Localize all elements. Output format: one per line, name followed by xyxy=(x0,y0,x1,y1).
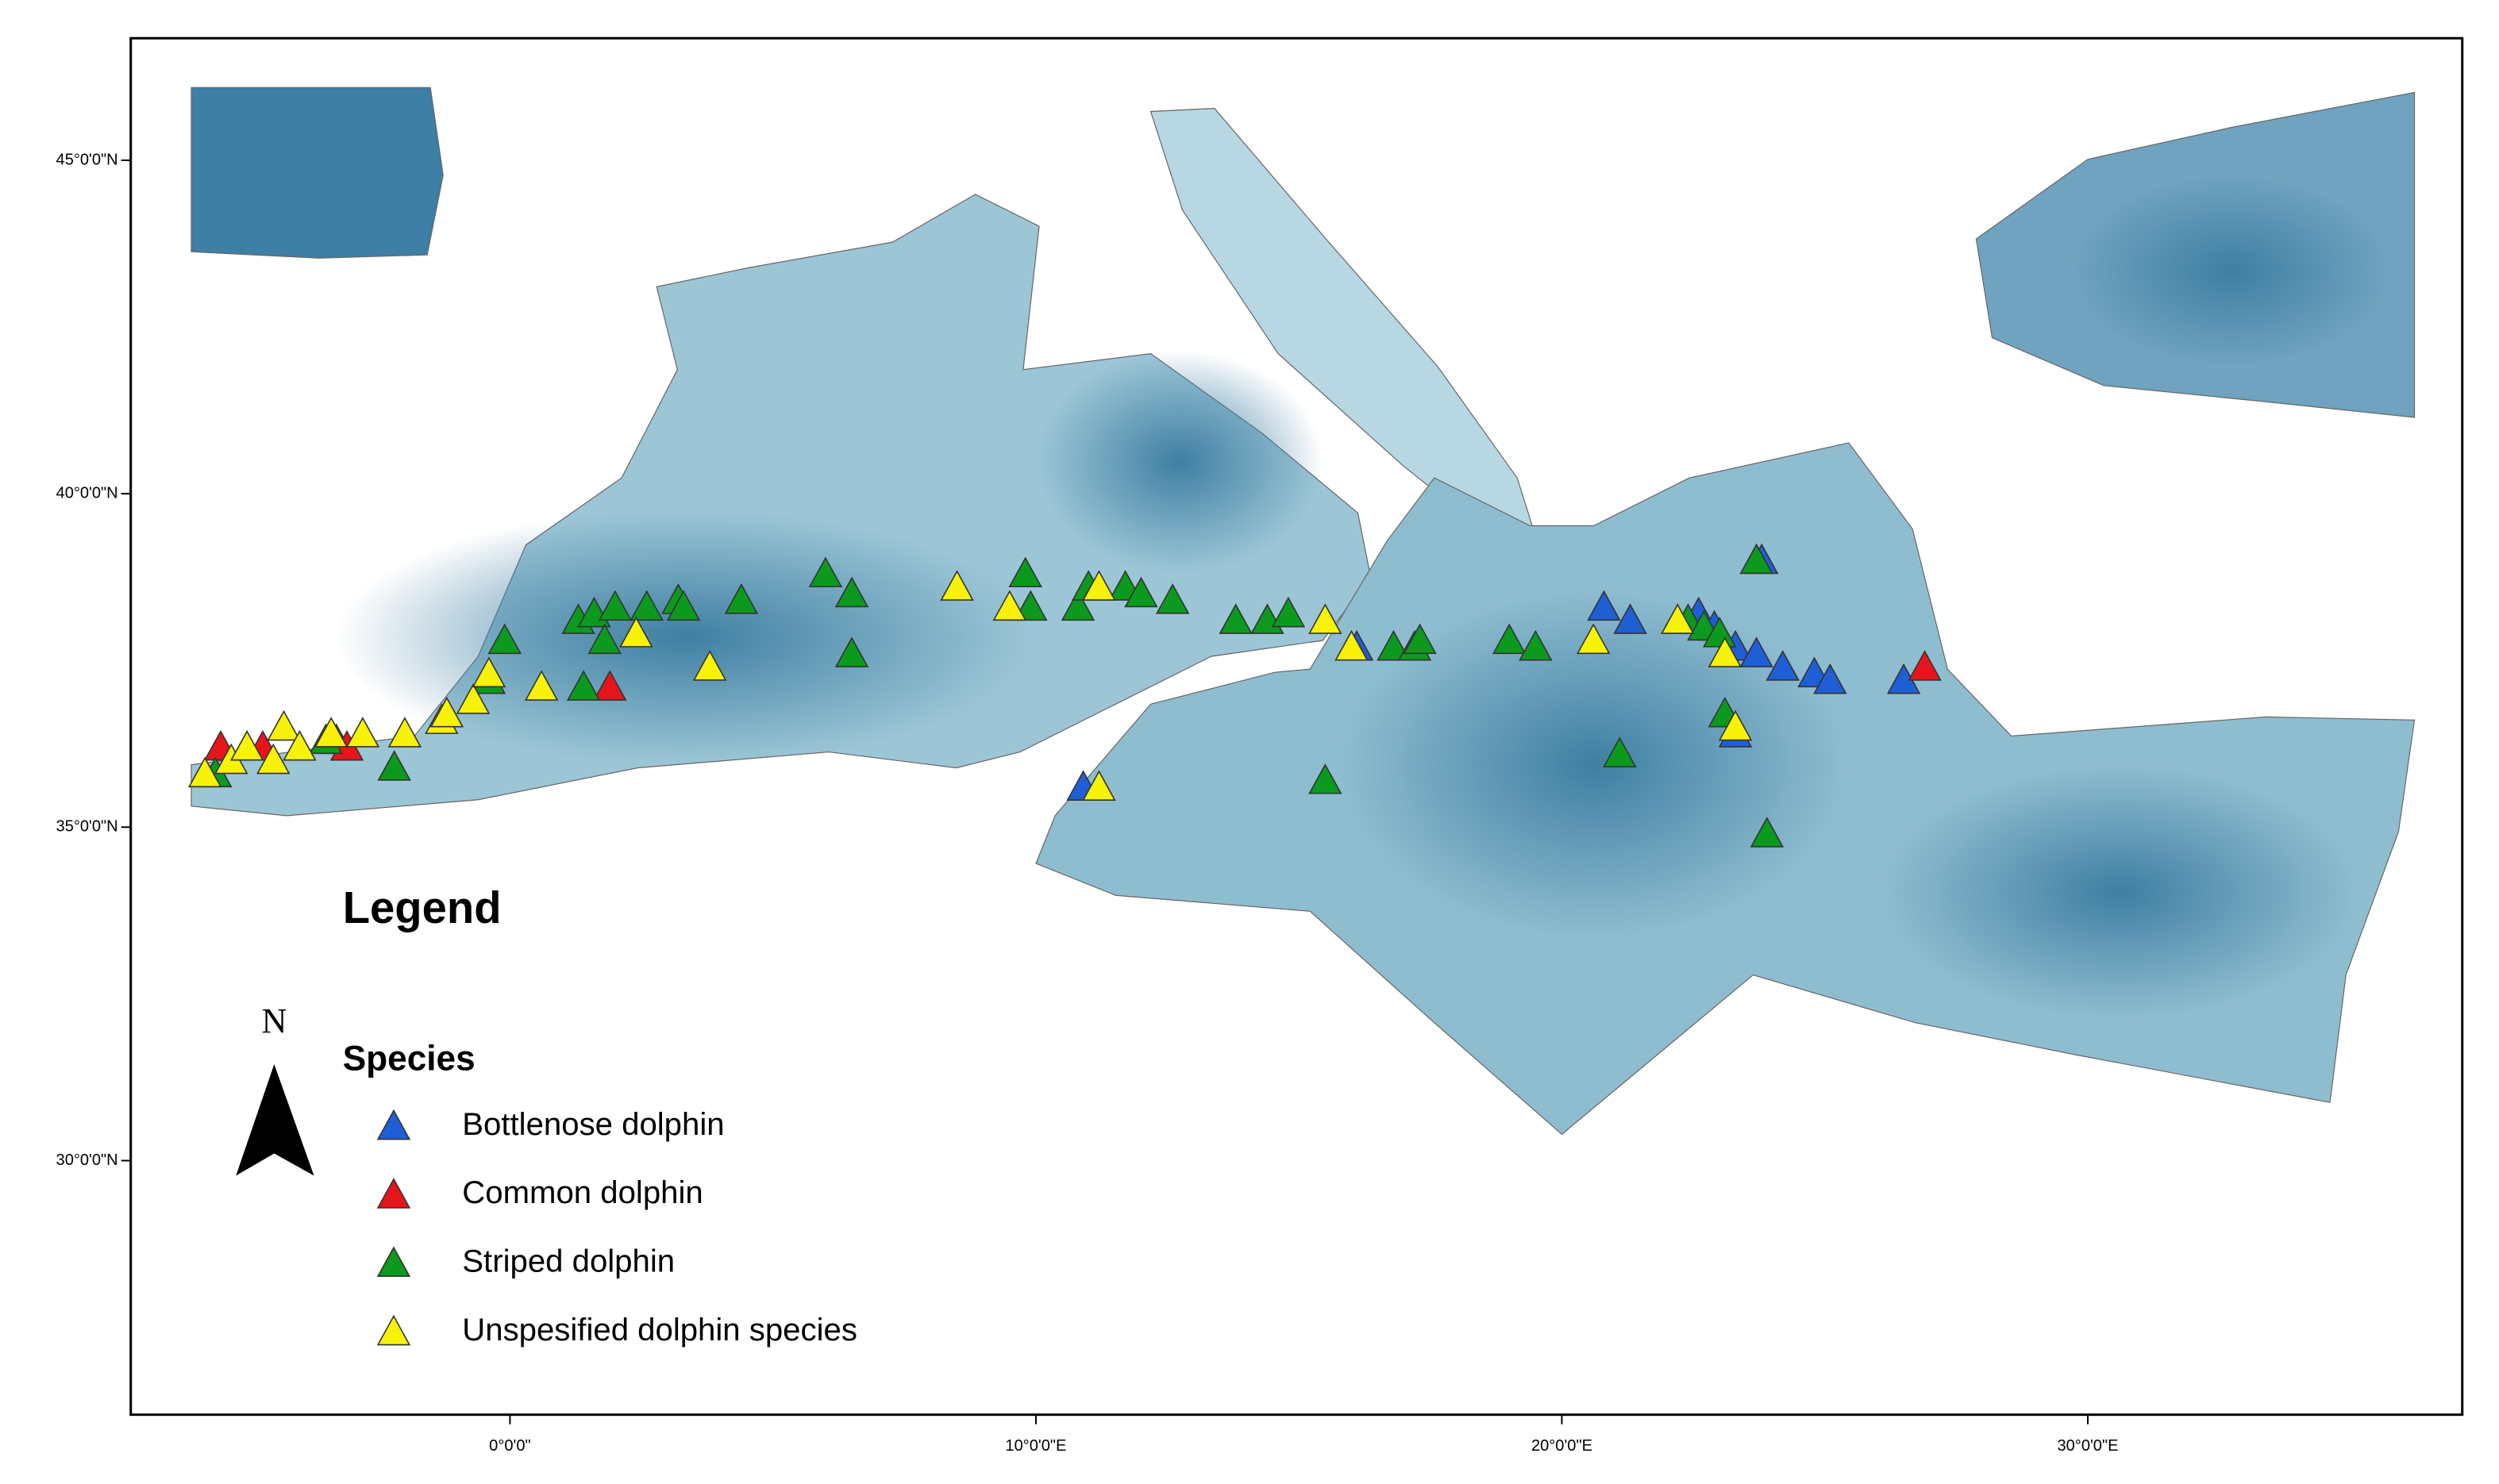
sighting-marker xyxy=(256,743,291,775)
sighting-marker xyxy=(429,696,464,728)
sighting-marker xyxy=(1739,543,1773,575)
sighting-marker xyxy=(1124,576,1158,608)
sighting-marker xyxy=(524,670,559,701)
sighting-marker xyxy=(1739,636,1773,667)
sighting-marker xyxy=(1908,650,1942,681)
sighting-marker xyxy=(834,576,869,608)
sighting-marker xyxy=(1587,590,1621,621)
north-label: N xyxy=(261,1002,287,1040)
sighting-marker xyxy=(1403,623,1437,655)
sighting-marker xyxy=(1155,583,1190,614)
x-tick-label: 10°0'0"E xyxy=(1005,1437,1066,1455)
sighting-marker xyxy=(1271,596,1306,628)
sighting-marker xyxy=(1008,556,1042,588)
sighting-marker xyxy=(1718,709,1753,741)
sighting-marker xyxy=(566,670,601,701)
sighting-marker xyxy=(487,623,522,655)
sighting-marker xyxy=(666,590,701,621)
legend-subtitle: Species xyxy=(343,1040,476,1078)
sighting-marker xyxy=(1014,590,1048,621)
sighting-marker xyxy=(834,636,869,667)
sighting-marker xyxy=(1765,650,1800,681)
legend-title: Legend xyxy=(343,882,502,932)
x-tick-label: 0°0'0" xyxy=(489,1437,530,1455)
sighting-marker xyxy=(472,656,506,688)
sighting-marker xyxy=(598,590,633,621)
legend-swatch xyxy=(376,1109,411,1140)
sighting-marker xyxy=(593,670,627,701)
sighting-marker xyxy=(1061,590,1095,621)
legend-label: Common dolphin xyxy=(462,1175,703,1210)
deep-water xyxy=(334,509,1036,765)
sighting-marker xyxy=(1750,817,1785,848)
sighting-marker xyxy=(456,683,491,714)
sighting-marker xyxy=(619,617,653,648)
sighting-marker xyxy=(1613,603,1647,634)
sighting-marker xyxy=(630,590,664,621)
y-tick-label: 40°0'0"N xyxy=(56,484,118,502)
sighting-marker xyxy=(1082,770,1116,801)
sighting-marker xyxy=(1334,629,1369,661)
sighting-marker xyxy=(345,717,380,748)
sighting-marker xyxy=(229,729,264,761)
sighting-marker xyxy=(587,623,622,655)
legend-swatch xyxy=(376,1178,411,1209)
sighting-marker xyxy=(314,717,348,748)
sighting-marker xyxy=(692,650,727,681)
legend-label: Striped dolphin xyxy=(462,1244,675,1279)
sighting-marker xyxy=(724,583,759,614)
sighting-marker xyxy=(1377,629,1411,661)
sighting-marker xyxy=(940,570,974,601)
sighting-marker xyxy=(1576,623,1611,655)
deep-water xyxy=(2071,175,2391,367)
legend-swatch xyxy=(376,1246,411,1278)
sighting-marker xyxy=(1308,763,1342,794)
sighting-marker xyxy=(992,590,1027,621)
sighting-marker xyxy=(1813,663,1847,694)
sighting-marker xyxy=(1219,603,1253,634)
atlantic xyxy=(191,87,444,259)
sighting-marker xyxy=(267,709,301,741)
depth-shading xyxy=(334,175,2391,1020)
sighting-marker xyxy=(377,750,411,781)
sighting-marker xyxy=(187,756,222,788)
sighting-marker xyxy=(283,729,317,761)
deep-water xyxy=(1338,589,1849,940)
sighting-marker xyxy=(1519,629,1553,661)
sighting-marker xyxy=(1603,736,1637,767)
north-arrow xyxy=(236,1064,314,1176)
sighting-marker xyxy=(1082,570,1116,601)
deep-water xyxy=(1035,350,1323,574)
deep-water xyxy=(1880,764,2359,1020)
y-tick-label: 45°0'0"N xyxy=(56,151,118,168)
x-tick-label: 20°0'0"E xyxy=(1531,1437,1592,1455)
sighting-marker xyxy=(1708,636,1742,667)
sighting-marker xyxy=(387,717,422,748)
sighting-marker xyxy=(808,556,843,588)
sighting-marker xyxy=(1660,603,1695,634)
legend-label: Unspesified dolphin species xyxy=(462,1312,857,1348)
sighting-marker xyxy=(1492,623,1527,655)
x-tick-label: 30°0'0"E xyxy=(2057,1437,2118,1455)
legend-swatch xyxy=(376,1314,411,1346)
legend-label: Bottlenose dolphin xyxy=(462,1106,724,1142)
sighting-marker xyxy=(1308,603,1342,634)
y-tick-label: 30°0'0"N xyxy=(56,1151,118,1169)
y-tick-label: 35°0'0"N xyxy=(56,818,118,836)
